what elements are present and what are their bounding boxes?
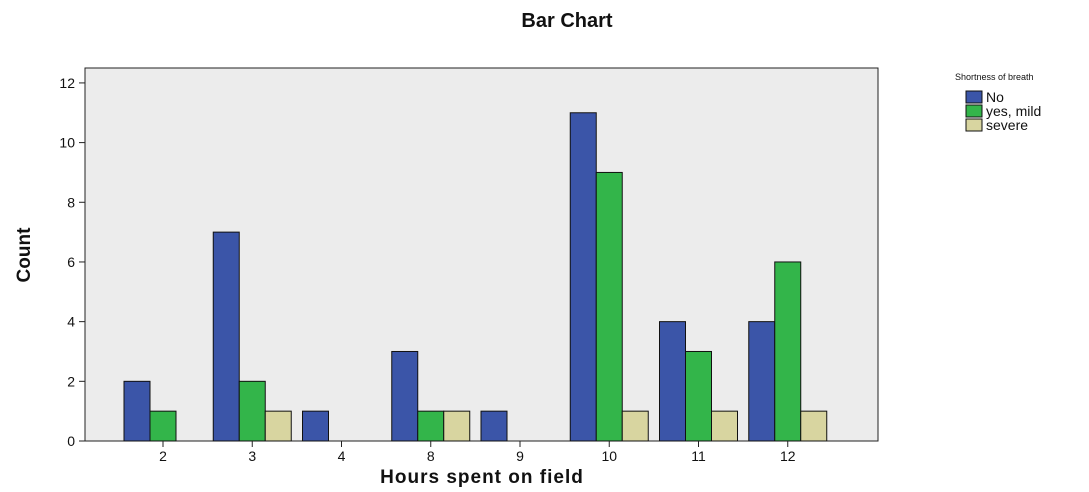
bar-no-9 xyxy=(480,410,508,442)
bar-severe-8 xyxy=(443,410,471,442)
x-tick-label: 11 xyxy=(691,448,706,464)
legend-label: yes, mild xyxy=(986,103,1041,119)
legend-label: No xyxy=(986,89,1004,105)
y-tick-label: 0 xyxy=(67,433,75,449)
bar-severe-11 xyxy=(711,410,738,442)
bar-severe-10 xyxy=(621,410,649,442)
legend-title: Shortness of breath xyxy=(955,72,1034,82)
bar-no-10 xyxy=(569,112,597,442)
y-tick-label: 12 xyxy=(59,75,75,91)
x-tick-label: 4 xyxy=(338,448,346,464)
x-tick-label: 10 xyxy=(601,448,617,464)
bar-no-4 xyxy=(302,410,329,442)
x-tick-label: 3 xyxy=(248,448,256,464)
bar-no-8 xyxy=(391,350,419,442)
y-tick-label: 2 xyxy=(67,373,75,389)
x-axis-title: Hours spent on field xyxy=(380,467,584,488)
x-axis: 2 3 4 8 9 10 11 12 xyxy=(159,441,796,464)
x-tick-label: 12 xyxy=(780,448,796,464)
bar-no-12 xyxy=(748,321,776,442)
y-tick-label: 8 xyxy=(67,194,75,210)
legend-label: severe xyxy=(986,117,1028,133)
bar-severe-3 xyxy=(264,410,292,442)
bar-yes-mild-11 xyxy=(685,350,712,442)
y-axis-title: Count xyxy=(14,227,35,283)
chart-title: Bar Chart xyxy=(521,10,612,32)
y-axis: 0 2 4 6 8 10 12 xyxy=(59,75,85,449)
bar-no-3 xyxy=(212,231,240,442)
bar-yes-mild-10 xyxy=(595,171,623,442)
legend-swatch xyxy=(965,104,983,118)
bar-yes-mild-8 xyxy=(417,410,445,442)
bar-yes-mild-2 xyxy=(149,410,177,442)
legend-swatch xyxy=(965,118,983,132)
x-tick-label: 2 xyxy=(159,448,167,464)
bar-no-2 xyxy=(123,380,151,442)
y-tick-label: 6 xyxy=(67,254,75,270)
bar-no-11 xyxy=(659,321,686,442)
x-tick-label: 8 xyxy=(427,448,435,464)
legend-swatch xyxy=(965,90,983,104)
bars-group xyxy=(123,112,828,442)
bar-yes-mild-12 xyxy=(774,261,802,442)
bar-yes-mild-3 xyxy=(238,380,266,442)
y-tick-label: 10 xyxy=(59,135,75,151)
bar-severe-12 xyxy=(800,410,828,442)
x-tick-label: 9 xyxy=(516,448,524,464)
y-tick-label: 4 xyxy=(67,314,75,330)
